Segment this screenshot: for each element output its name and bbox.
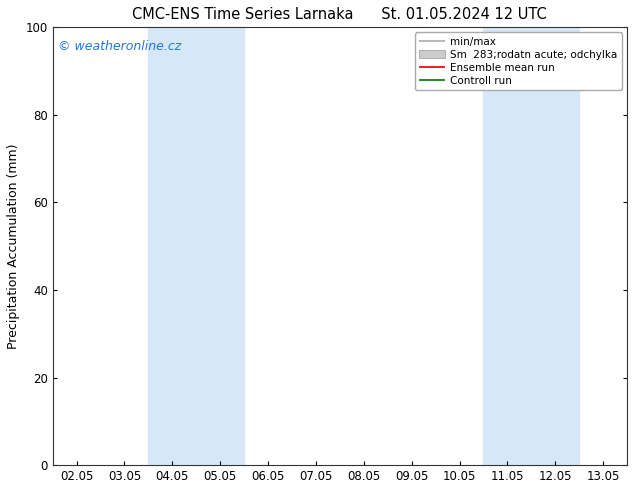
- Title: CMC-ENS Time Series Larnaka      St. 01.05.2024 12 UTC: CMC-ENS Time Series Larnaka St. 01.05.20…: [133, 7, 547, 22]
- Bar: [484, 27, 579, 465]
- Text: © weatheronline.cz: © weatheronline.cz: [58, 40, 181, 53]
- Bar: [148, 27, 244, 465]
- Y-axis label: Precipitation Accumulation (mm): Precipitation Accumulation (mm): [7, 144, 20, 349]
- Legend: min/max, Sm  283;rodatn acute; odchylka, Ensemble mean run, Controll run: min/max, Sm 283;rodatn acute; odchylka, …: [415, 32, 622, 90]
